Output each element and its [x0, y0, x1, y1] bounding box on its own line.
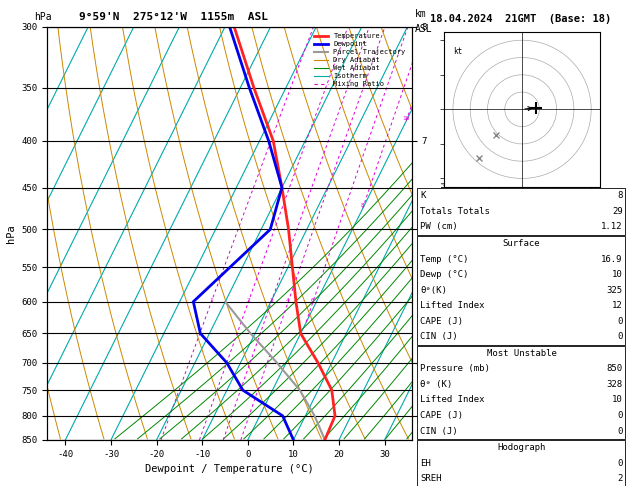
- Text: CIN (J): CIN (J): [420, 427, 458, 435]
- Text: 328: 328: [606, 380, 623, 389]
- Text: 1: 1: [209, 297, 213, 302]
- Y-axis label: Mixing Ratio (g/kg): Mixing Ratio (g/kg): [438, 182, 447, 284]
- Y-axis label: hPa: hPa: [6, 224, 16, 243]
- Text: ASL: ASL: [415, 24, 433, 35]
- Text: 850: 850: [606, 364, 623, 373]
- Text: CAPE (J): CAPE (J): [420, 317, 463, 326]
- Text: © weatheronline.co.uk: © weatheronline.co.uk: [468, 474, 573, 484]
- Text: Lifted Index: Lifted Index: [420, 301, 485, 310]
- Text: 9°59'N  275°12'W  1155m  ASL: 9°59'N 275°12'W 1155m ASL: [79, 12, 267, 22]
- Text: hPa: hPa: [35, 12, 52, 22]
- Text: 0: 0: [617, 459, 623, 468]
- Text: Temp (°C): Temp (°C): [420, 255, 469, 263]
- Text: 29: 29: [612, 207, 623, 216]
- Text: 2: 2: [617, 474, 623, 483]
- Text: θᵊ (K): θᵊ (K): [420, 380, 452, 389]
- Text: 8: 8: [617, 191, 623, 200]
- Text: 0: 0: [617, 427, 623, 435]
- Text: 4: 4: [286, 297, 290, 302]
- Text: Most Unstable: Most Unstable: [486, 349, 557, 358]
- Text: CAPE (J): CAPE (J): [420, 411, 463, 420]
- Text: 3: 3: [269, 297, 273, 302]
- Text: 1.12: 1.12: [601, 223, 623, 231]
- Text: 8: 8: [361, 203, 365, 208]
- Text: PW (cm): PW (cm): [420, 223, 458, 231]
- Text: 0: 0: [617, 411, 623, 420]
- Text: kt: kt: [453, 47, 462, 56]
- Text: 6: 6: [311, 297, 314, 302]
- Text: Hodograph: Hodograph: [498, 443, 545, 452]
- Text: 10: 10: [612, 396, 623, 404]
- Text: 2: 2: [247, 297, 250, 302]
- Text: Pressure (mb): Pressure (mb): [420, 364, 490, 373]
- Text: 10: 10: [612, 270, 623, 279]
- Text: 10: 10: [403, 116, 410, 121]
- Text: Lifted Index: Lifted Index: [420, 396, 485, 404]
- Text: km: km: [415, 9, 427, 19]
- Text: K: K: [420, 191, 426, 200]
- Text: 2LCL: 2LCL: [416, 415, 435, 424]
- Text: EH: EH: [420, 459, 431, 468]
- Text: 0: 0: [617, 317, 623, 326]
- Text: 0: 0: [617, 332, 623, 341]
- Text: 16.9: 16.9: [601, 255, 623, 263]
- Text: SREH: SREH: [420, 474, 442, 483]
- Text: Surface: Surface: [503, 239, 540, 248]
- Legend: Temperature, Dewpoint, Parcel Trajectory, Dry Adiabat, Wet Adiabat, Isotherm, Mi: Temperature, Dewpoint, Parcel Trajectory…: [311, 30, 408, 90]
- Text: 325: 325: [606, 286, 623, 295]
- Text: CIN (J): CIN (J): [420, 332, 458, 341]
- Text: Totals Totals: Totals Totals: [420, 207, 490, 216]
- Text: 12: 12: [612, 301, 623, 310]
- X-axis label: Dewpoint / Temperature (°C): Dewpoint / Temperature (°C): [145, 464, 314, 474]
- Text: Dewp (°C): Dewp (°C): [420, 270, 469, 279]
- Text: θᵊ(K): θᵊ(K): [420, 286, 447, 295]
- Text: 18.04.2024  21GMT  (Base: 18): 18.04.2024 21GMT (Base: 18): [430, 14, 611, 24]
